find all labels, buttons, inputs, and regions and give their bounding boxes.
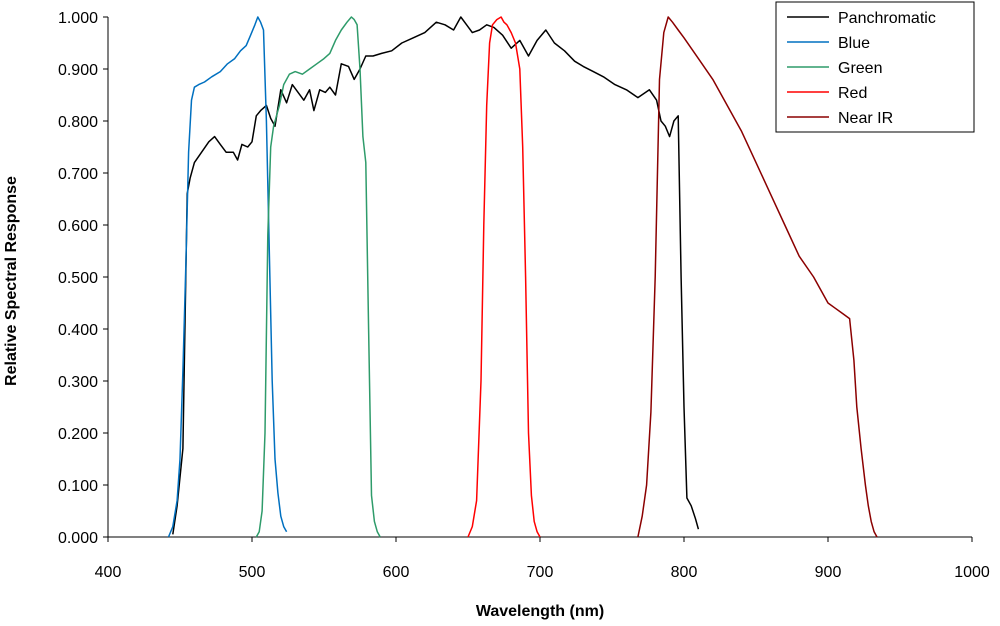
- y-tick-label: 0.800: [58, 114, 98, 131]
- x-tick-label: 1000: [954, 564, 990, 581]
- legend-label-green: Green: [838, 60, 882, 77]
- legend: Panchromatic Blue Green Red Near IR: [775, 1, 975, 133]
- x-tick-label: 700: [527, 564, 554, 581]
- x-tick-label: 600: [383, 564, 410, 581]
- y-tick-label: 0.900: [58, 62, 98, 79]
- y-axis-title: Relative Spectral Response: [3, 176, 20, 386]
- series-line-panchromatic: [172, 16, 700, 535]
- series-line-red: [467, 16, 541, 538]
- y-tick-label: 0.200: [58, 426, 98, 443]
- x-tick-label: 900: [815, 564, 842, 581]
- legend-label-near-ir: Near IR: [838, 110, 893, 127]
- y-tick-label: 0.600: [58, 218, 98, 235]
- y-tick-label: 0.100: [58, 478, 98, 495]
- y-tick-label: 0.300: [58, 374, 98, 391]
- y-tick-label: 0.400: [58, 322, 98, 339]
- x-tick-label: 500: [239, 564, 266, 581]
- y-tick-label: 0.700: [58, 166, 98, 183]
- x-axis-title: Wavelength (nm): [476, 603, 604, 620]
- series-line-green: [255, 16, 381, 538]
- legend-label-red: Red: [838, 85, 867, 102]
- y-tick-label: 0.500: [58, 270, 98, 287]
- x-tick-label: 400: [95, 564, 122, 581]
- y-tick-label: 0.000: [58, 530, 98, 547]
- legend-label-blue: Blue: [838, 35, 870, 52]
- legend-label-panchromatic: Panchromatic: [838, 10, 936, 27]
- y-tick-label: 1.000: [58, 10, 98, 27]
- series-line-blue: [167, 16, 288, 538]
- x-tick-label: 800: [671, 564, 698, 581]
- series-line-near-ir: [637, 16, 878, 538]
